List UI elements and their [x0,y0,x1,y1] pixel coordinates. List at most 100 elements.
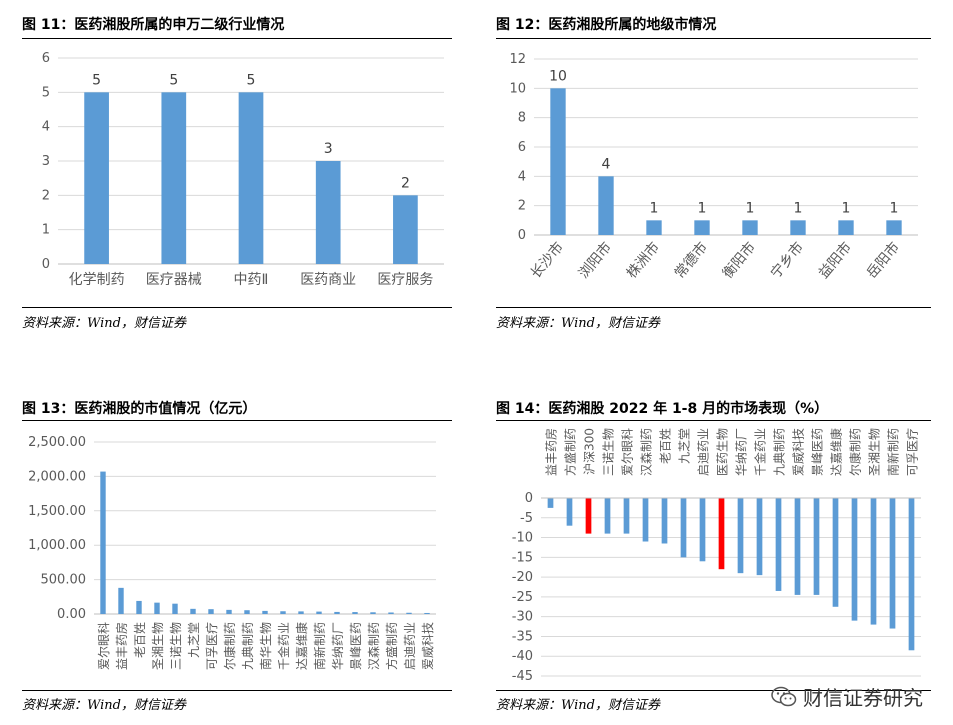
bar [699,498,706,562]
bar [154,602,160,614]
bar [388,612,394,614]
x-tick-label: 达嘉维康 [294,622,309,670]
x-tick-label: 医疗服务 [377,272,433,288]
y-tick-label: -40 [512,649,533,664]
y-tick-label: 6 [42,51,50,66]
bar [136,600,142,614]
x-tick-label: 中药Ⅱ [234,272,269,288]
bar [870,498,877,625]
x-tick-label: 三诺生物 [602,428,616,476]
title-rule [496,38,931,39]
x-tick-label: 华纳药厂 [331,622,345,670]
x-tick-label: 汉森制药 [639,428,654,476]
bar [406,612,412,614]
y-tick-label: -35 [512,629,533,644]
x-tick-label: 可孚医疗 [205,622,219,670]
x-tick-label: 南新制药 [312,622,327,670]
bar [661,498,668,544]
x-tick-label: 沪深300 [583,428,597,475]
chart-title: 图 14：医药湘股 2022 年 1-8 月的市场表现（%） [496,401,829,417]
x-tick-label: 长沙市 [527,239,567,282]
x-tick-label: 九芝堂 [186,622,201,658]
x-tick-label: 九典制药 [773,428,787,476]
bar [794,498,801,595]
chart-source: 资料来源：Wind，财信证券 [22,316,186,331]
bar [756,498,763,576]
watermark: 财信证券研究 [771,682,923,711]
y-tick-label: 1 [42,223,50,238]
bar [547,498,554,508]
bar [813,498,820,595]
chart-source: 资料来源：Wind，财信证券 [496,698,660,713]
y-tick-label: -45 [512,669,533,684]
source-rule [22,307,452,308]
bar [566,498,573,526]
x-tick-label: 启迪药业 [403,622,417,670]
x-tick-label: 益阳市 [815,239,855,282]
bar [886,220,902,235]
x-tick-label: 浏阳市 [575,239,615,282]
wechat-icon [771,686,797,706]
x-tick-label: 益丰药房 [544,428,559,476]
bar [908,498,915,651]
bar [680,498,687,558]
y-tick-label: 4 [42,120,50,135]
title-rule [496,420,931,421]
x-tick-label: 尔康制药 [222,622,237,670]
x-tick-label: 株洲市 [623,239,663,282]
bar [393,195,418,264]
x-tick-label: 可孚医疗 [906,428,920,476]
x-tick-label: 化学制药 [69,272,125,288]
bar [298,611,304,614]
chart-title: 图 12：医药湘股所属的地级市情况 [496,17,717,33]
data-label: 10 [549,68,567,84]
x-tick-label: 爱尔眼科 [620,428,635,476]
bar [190,608,196,614]
x-tick-label: 方盛制药 [563,428,578,476]
x-tick-label: 医药商业 [300,272,356,288]
y-tick-label: 10 [509,81,526,96]
data-label: 1 [746,200,755,216]
y-tick-label: 3 [42,154,50,169]
y-tick-label: -5 [520,511,533,526]
bar [238,92,264,264]
x-tick-label: 千金药业 [753,428,768,476]
chart-panel-city: 图 12：医药湘股所属的地级市情况 0 2 4 6 8 10 12 10 长沙市 4 浏阳市 1 株洲市… [496,0,931,340]
chart-panel-performance: 图 14：医药湘股 2022 年 1-8 月的市场表现（%） 0 -5 -10 -15… [496,388,931,725]
y-tick-label: -30 [512,610,533,625]
data-label: 1 [650,200,659,216]
x-tick-label: 医药生物 [716,428,730,476]
bar [790,220,806,235]
data-label: 1 [890,200,899,216]
bar [642,498,649,542]
data-label: 2 [401,175,410,191]
x-tick-label: 宁乡市 [767,239,807,282]
bar [424,612,430,614]
y-tick-label: 2,500.00 [28,435,86,450]
bar [646,220,662,235]
x-tick-label: 岳阳市 [863,239,903,282]
y-tick-label: 12 [509,52,526,67]
x-tick-label: 圣湘生物 [867,428,882,476]
bar-chart-city: 0 2 4 6 8 10 12 10 长沙市 4 浏阳市 1 株洲市 1 常德市 1 衡阳市 1 宁乡市 1 益阳市 1 岳… [509,52,918,282]
bar [208,609,214,614]
data-label: 5 [247,72,256,88]
x-tick-label: 千金药业 [276,622,291,670]
x-tick-label: 南新制药 [886,428,901,476]
data-label: 1 [794,200,803,216]
bar [334,611,340,614]
x-tick-label: 三诺生物 [169,622,183,670]
bar [775,498,782,591]
chart-source: 资料来源：Wind，财信证券 [496,316,660,331]
x-tick-label: 益丰药房 [114,622,129,670]
y-tick-label: 4 [518,169,526,184]
y-tick-label: 6 [518,140,526,155]
data-label: 1 [698,200,707,216]
y-tick-label: 1,500.00 [28,504,86,519]
y-tick-label: 500.00 [41,573,87,588]
bar [718,498,725,570]
y-tick-label: 8 [518,111,526,126]
x-tick-label: 爱威科技 [792,428,806,476]
x-tick-label: 常德市 [671,239,711,282]
bar [161,92,187,264]
